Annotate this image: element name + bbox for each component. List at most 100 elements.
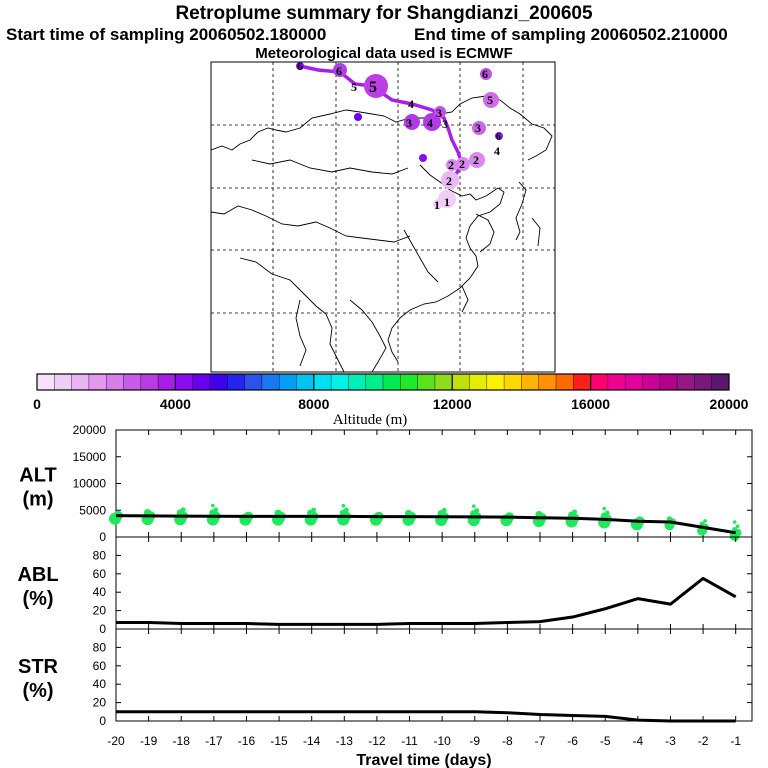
x-tick-label: -16 bbox=[238, 734, 256, 748]
end-time-label: End time of sampling 20060502.210000 bbox=[414, 25, 728, 44]
y-tick-label: 0 bbox=[99, 530, 106, 544]
y-tick-label: 20000 bbox=[73, 423, 107, 437]
start-time-label: Start time of sampling 20060502.180000 bbox=[6, 25, 327, 44]
x-tick-label: -12 bbox=[368, 734, 386, 748]
x-tick-label: -17 bbox=[205, 734, 223, 748]
plume-point bbox=[341, 503, 346, 508]
plume-cluster bbox=[433, 199, 443, 209]
x-tick-label: -10 bbox=[433, 734, 451, 748]
x-tick-label: -7 bbox=[535, 734, 546, 748]
plume-cluster bbox=[456, 157, 470, 171]
plume-point bbox=[735, 524, 740, 529]
plume-cluster bbox=[469, 152, 485, 168]
y-axis-label: (%) bbox=[22, 680, 53, 702]
colorbar-swatch bbox=[573, 374, 591, 390]
traj-label: 1 bbox=[434, 198, 440, 212]
colorbar-swatch bbox=[383, 374, 401, 390]
y-tick-label: 20 bbox=[93, 604, 107, 618]
colorbar-swatch bbox=[296, 374, 315, 390]
plume-cluster bbox=[472, 121, 486, 135]
plume-cluster bbox=[296, 62, 304, 70]
colorbar-swatch bbox=[556, 374, 574, 390]
x-tick-label: -14 bbox=[303, 734, 321, 748]
colorbar-swatch bbox=[106, 374, 124, 390]
plume-cluster bbox=[446, 159, 458, 171]
x-tick-label: -6 bbox=[567, 734, 578, 748]
plume-point bbox=[211, 503, 215, 508]
y-tick-label: 80 bbox=[93, 640, 107, 654]
colorbar-swatch bbox=[625, 374, 643, 390]
x-tick-label: -8 bbox=[502, 734, 513, 748]
plume-cluster bbox=[354, 113, 362, 121]
colorbar-swatch bbox=[313, 374, 332, 390]
x-tick-label: -2 bbox=[698, 734, 709, 748]
plume-point bbox=[180, 507, 186, 513]
colorbar-swatch bbox=[504, 374, 522, 390]
y-tick-label: 0 bbox=[99, 714, 106, 728]
plume-point bbox=[572, 509, 578, 515]
panel-str: 0 20 40 60 80 STR(%) bbox=[18, 628, 753, 728]
colorbar-swatch bbox=[365, 374, 384, 390]
plume-point bbox=[343, 507, 349, 513]
map-frame bbox=[210, 61, 556, 373]
traj-label: 4 bbox=[427, 116, 433, 130]
met-data-label: Meteorological data used is ECMWF bbox=[255, 45, 513, 62]
y-tick-label: 0 bbox=[99, 622, 106, 636]
trajectory-day-labels: 1 1 2 2 2 2 3 3 3 3 4 4 4 5 5 5 6 6 6 6 bbox=[297, 62, 501, 212]
series-line-str bbox=[116, 710, 736, 723]
plume-point bbox=[602, 506, 607, 511]
altitude-colorbar: 0 4000 8000 12000 16000 20000 bbox=[33, 373, 749, 412]
traj-label: 6 bbox=[482, 67, 488, 81]
traj-label: 5 bbox=[351, 80, 357, 94]
plume-cluster bbox=[495, 132, 503, 140]
traj-label: 1 bbox=[444, 195, 450, 209]
y-tick-label: 10000 bbox=[73, 477, 107, 491]
colorbar-swatch bbox=[486, 374, 505, 390]
colorbar-swatch bbox=[711, 374, 730, 390]
x-tick-label: -19 bbox=[140, 734, 158, 748]
y-axis-label: (m) bbox=[22, 489, 53, 511]
x-tick-label: -1 bbox=[730, 734, 741, 748]
colorbar-swatch bbox=[227, 374, 245, 390]
y-tick-label: 40 bbox=[93, 677, 107, 691]
colorbar-swatch bbox=[192, 374, 211, 390]
plume-point bbox=[666, 516, 673, 522]
traj-label: 6 bbox=[496, 132, 501, 143]
x-tick-label: -18 bbox=[173, 734, 191, 748]
plume-cluster bbox=[364, 74, 388, 98]
panel-alt: 0 5000 10000 15000 20000 ALT(m) bbox=[19, 423, 753, 544]
x-tick-label: -4 bbox=[633, 734, 644, 748]
plume-cluster bbox=[423, 113, 441, 131]
traj-label: 4 bbox=[494, 144, 500, 158]
y-tick-label: 15000 bbox=[73, 450, 107, 464]
plume-cluster bbox=[434, 106, 446, 118]
plume-cluster bbox=[333, 63, 347, 77]
y-tick-label: 20 bbox=[93, 696, 107, 710]
colorbar-swatch bbox=[607, 374, 626, 390]
colorbar-swatch bbox=[123, 374, 142, 390]
panel-frame bbox=[115, 628, 753, 722]
plume-point bbox=[471, 504, 476, 508]
colorbar-swatch bbox=[590, 374, 609, 390]
x-tick-label: -9 bbox=[469, 734, 480, 748]
y-axis-label: ABL bbox=[17, 564, 58, 586]
plume-point bbox=[604, 510, 610, 516]
plume-point bbox=[213, 507, 219, 513]
y-tick-label: 80 bbox=[93, 548, 107, 562]
chart-title: Retroplume summary for Shangdianzi_20060… bbox=[175, 3, 593, 24]
colorbar-swatch bbox=[54, 374, 72, 390]
x-tick-label: -3 bbox=[665, 734, 676, 748]
traj-label: 3 bbox=[475, 121, 481, 135]
plume-point bbox=[441, 507, 447, 513]
colorbar-tick-label: 12000 bbox=[433, 396, 472, 412]
traj-label: 5 bbox=[487, 93, 493, 107]
plume-point bbox=[699, 521, 705, 527]
traj-label: 6 bbox=[336, 64, 342, 78]
x-tick-label: -11 bbox=[401, 734, 418, 748]
colorbar-swatch bbox=[538, 374, 557, 390]
plume-cluster bbox=[441, 171, 459, 189]
plume-cluster bbox=[419, 154, 427, 162]
colorbar-swatch bbox=[158, 374, 176, 390]
colorbar-swatch bbox=[677, 374, 695, 390]
